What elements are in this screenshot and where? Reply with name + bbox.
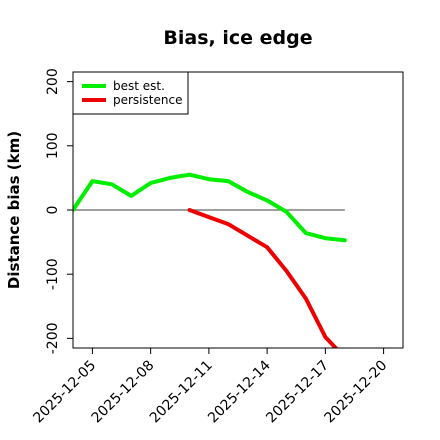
- y-tick-label: -100: [45, 258, 61, 290]
- x-tick-label: 2025-12-20: [322, 358, 391, 427]
- series-line-persistence: [187, 208, 339, 348]
- legend-label: best est.: [113, 79, 165, 93]
- legend-box: [72, 71, 189, 115]
- series-line-best-est: [73, 172, 347, 243]
- chart-title: Bias, ice edge: [163, 27, 312, 49]
- legend: best est.persistence: [72, 71, 189, 115]
- y-tick-label: 0: [45, 206, 61, 215]
- y-tick-label: 100: [45, 132, 61, 159]
- legend-label: persistence: [113, 93, 182, 107]
- y-axis-label: Distance bias (km): [5, 131, 23, 289]
- y-tick-label: -200: [45, 322, 61, 354]
- y-tick-label: 200: [45, 68, 61, 95]
